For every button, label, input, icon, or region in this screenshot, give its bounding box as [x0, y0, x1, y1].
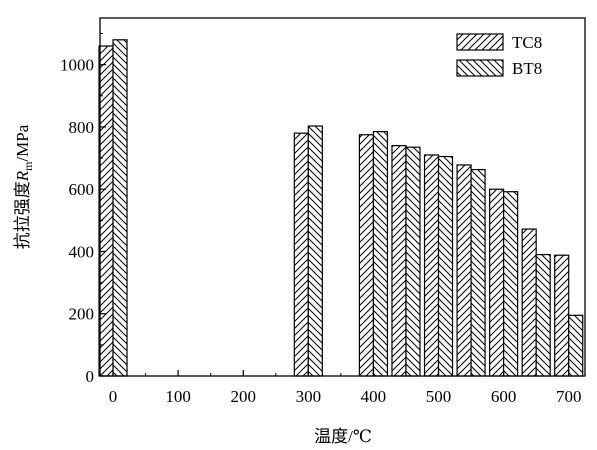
legend: TC8 BT8	[456, 33, 542, 78]
y-axis-label: 抗拉强度Rm/MPa	[13, 124, 35, 249]
bar-bt8-450	[405, 146, 421, 377]
y-tick-label-0: 0	[86, 367, 95, 386]
x-axis-title: 温度/℃	[314, 427, 372, 446]
x-tick-label-500: 500	[426, 387, 452, 406]
bar-tc8-300	[293, 132, 309, 377]
bar-tc8-400	[358, 134, 375, 377]
bar-tc8-550	[456, 164, 472, 377]
legend-swatch-tc8	[456, 33, 504, 51]
bar-tc8-500	[423, 154, 440, 377]
bar-tc8-650	[521, 228, 537, 377]
legend-item-bt8: BT8	[456, 59, 542, 78]
bar-tc8-450	[391, 145, 407, 377]
y-axis-label-symbol: R	[13, 170, 32, 182]
bar-bt8-550	[470, 169, 486, 377]
bars-group	[98, 39, 584, 377]
legend-swatch-bt8	[456, 59, 504, 77]
bar-bt8-0	[112, 39, 128, 377]
x-tick-label-700: 700	[556, 387, 582, 406]
bar-bt8-600	[503, 191, 519, 377]
y-axis-label-unit: /MPa	[13, 124, 32, 161]
y-axis-title: 抗拉强度Rm/MPa	[13, 124, 35, 249]
bar-bt8-300	[307, 125, 323, 377]
bar-tc8-700	[554, 254, 570, 377]
bar-bt8-400	[372, 131, 389, 377]
legend-label-tc8: TC8	[512, 33, 542, 52]
bar-tc8-600	[489, 188, 505, 377]
x-tick-label-200: 200	[230, 387, 256, 406]
x-tick-label-600: 600	[491, 387, 517, 406]
x-tick-label-0: 0	[109, 387, 118, 406]
bar-bt8-650	[535, 253, 551, 377]
y-tick-label-200: 200	[69, 305, 95, 324]
x-tick-label-100: 100	[165, 387, 191, 406]
axes-group: 0 200 400 600 800 1000 0 100 200 300 400 500 600 700	[60, 17, 586, 406]
x-tick-label-300: 300	[296, 387, 322, 406]
y-tick-label-1000: 1000	[60, 56, 94, 75]
bar-bt8-500	[437, 155, 454, 377]
y-tick-label-600: 600	[69, 180, 95, 199]
y-tick-label-800: 800	[69, 118, 95, 137]
x-axis-label: 温度/℃	[314, 427, 372, 446]
y-axis-label-subscript: m	[21, 161, 35, 171]
y-tick-label-400: 400	[69, 242, 95, 261]
legend-item-tc8: TC8	[456, 33, 542, 52]
y-axis-label-text: 抗拉强度	[13, 181, 32, 249]
bar-bt8-700	[568, 314, 584, 377]
legend-label-bt8: BT8	[512, 59, 542, 78]
plot-frame	[99, 17, 586, 377]
x-tick-label-400: 400	[361, 387, 387, 406]
